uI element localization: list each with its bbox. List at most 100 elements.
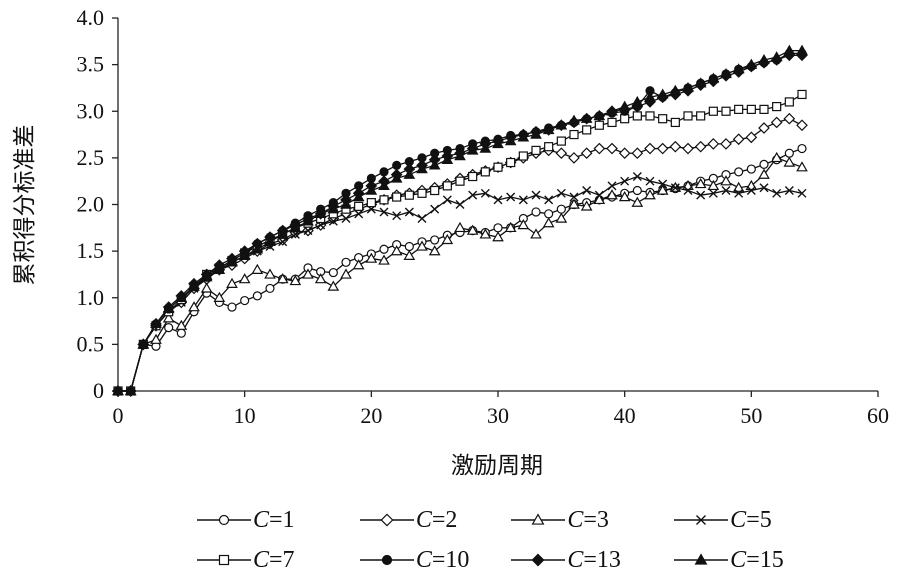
data-point [124, 384, 137, 396]
legend-swatch-marker [218, 554, 230, 566]
data-point [694, 140, 707, 153]
data-point [682, 142, 694, 155]
data-point [404, 207, 414, 217]
data-point [340, 268, 352, 279]
data-point [656, 88, 669, 99]
data-point [683, 186, 693, 196]
data-point [708, 106, 718, 116]
legend-label: C=1 [253, 507, 295, 534]
data-point [390, 245, 403, 256]
data-point [645, 176, 655, 186]
y-tick-label: 1.5 [77, 238, 105, 263]
data-point [403, 168, 416, 179]
data-point [454, 150, 466, 161]
data-point [745, 58, 758, 69]
legend-label: C=13 [567, 547, 621, 574]
data-point [428, 245, 441, 256]
data-point [632, 185, 642, 196]
data-point [770, 51, 783, 62]
data-point [200, 282, 213, 293]
data-point [403, 249, 416, 260]
data-point [531, 190, 541, 200]
data-point [479, 228, 492, 239]
data-point [392, 160, 402, 170]
data-point [240, 295, 250, 306]
legend-label: C=7 [253, 547, 295, 574]
series-c-15 [112, 44, 808, 396]
legend-value: =15 [746, 546, 784, 573]
data-point [631, 147, 644, 160]
data-point [783, 112, 796, 125]
data-point [430, 235, 440, 245]
legend-item: C=3 [509, 507, 672, 534]
data-point [354, 209, 364, 219]
data-point [238, 273, 251, 284]
data-point [506, 157, 516, 168]
data-point [252, 291, 262, 301]
data-point [417, 213, 427, 223]
legend-label: C=15 [730, 547, 784, 574]
series-line [118, 93, 803, 392]
data-point [707, 138, 720, 150]
legend-variable: C [253, 546, 270, 573]
data-point [227, 302, 237, 312]
data-point [150, 333, 162, 344]
x-tick-label: 0 [113, 403, 124, 428]
data-point [340, 198, 352, 209]
data-point [631, 196, 644, 207]
data-point [428, 159, 441, 170]
data-point [618, 100, 631, 111]
data-point [442, 195, 452, 205]
data-point [797, 143, 807, 154]
data-point [758, 168, 770, 179]
data-point [289, 221, 302, 233]
data-point [392, 192, 402, 202]
legend-swatch [511, 513, 566, 525]
legend-item: C=1 [195, 507, 358, 534]
data-point [530, 128, 542, 139]
data-point [289, 274, 302, 286]
legend-item: C=2 [358, 507, 509, 534]
data-point [492, 231, 504, 242]
series-line [118, 175, 803, 392]
data-point [416, 240, 428, 251]
legend-item: C=15 [672, 547, 835, 574]
legend-variable: C [730, 546, 747, 573]
data-point [759, 104, 769, 114]
x-tick-label: 30 [487, 403, 509, 428]
legend-row: C=7 C=10 C=13 C=15 [195, 540, 835, 580]
data-point [631, 95, 644, 107]
data-point [556, 204, 566, 214]
data-point [658, 114, 668, 124]
data-point [720, 175, 732, 186]
data-point [580, 112, 593, 123]
x-tick-label: 20 [360, 403, 382, 428]
data-point [594, 190, 604, 200]
legend-swatch [511, 553, 566, 567]
data-point [530, 228, 542, 239]
data-point [606, 142, 618, 155]
data-point [264, 268, 276, 279]
data-point [632, 172, 642, 182]
data-point [645, 111, 655, 121]
data-point [352, 259, 365, 270]
data-point [176, 328, 186, 338]
data-point [683, 111, 693, 121]
data-point [542, 217, 555, 228]
data-point [580, 147, 593, 160]
legend-label: C=3 [567, 507, 609, 534]
data-point [378, 254, 390, 265]
data-point [555, 147, 568, 160]
chart-legend: C=1 C=2 C=3 C=5 C=7 C=10 C=13 C=15 [195, 500, 835, 580]
data-point [783, 44, 796, 55]
data-point [734, 167, 744, 177]
legend-swatch [674, 553, 729, 565]
data-point [314, 207, 327, 219]
data-point [416, 163, 428, 174]
data-point [707, 179, 720, 191]
data-point [164, 322, 174, 333]
data-point [593, 109, 606, 121]
data-point [226, 256, 238, 267]
data-point [708, 188, 718, 198]
legend-item: C=5 [672, 507, 835, 534]
